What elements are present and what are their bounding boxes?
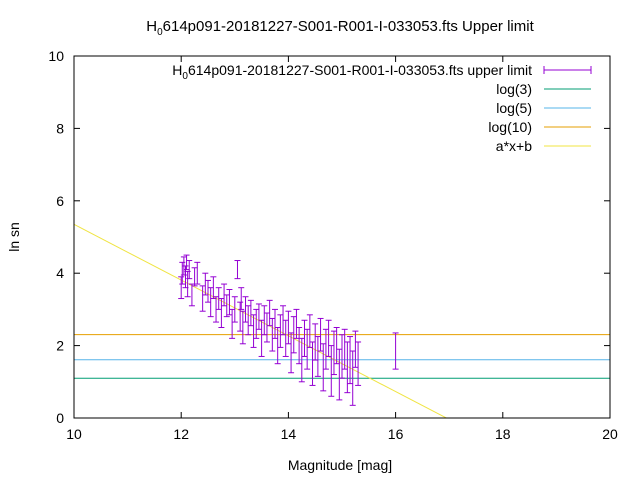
data-point xyxy=(239,310,246,345)
y-tick-label: 0 xyxy=(56,410,64,426)
data-point xyxy=(336,348,343,401)
data-point xyxy=(263,312,270,343)
data-point xyxy=(247,299,254,327)
y-tick-label: 4 xyxy=(56,265,64,281)
data-point xyxy=(250,314,257,348)
x-tick-label: 20 xyxy=(602,426,618,442)
y-tick-label: 2 xyxy=(56,338,64,354)
data-point xyxy=(207,287,214,318)
data-point xyxy=(178,276,185,300)
data-point xyxy=(320,343,327,392)
data-point xyxy=(285,310,292,345)
data-point xyxy=(237,301,244,332)
data-point xyxy=(333,327,340,365)
x-tick-label: 14 xyxy=(281,426,297,442)
data-point xyxy=(188,283,195,307)
data-point xyxy=(314,336,321,377)
data-point xyxy=(290,316,297,354)
legend-label: log(5) xyxy=(496,100,532,116)
data-point xyxy=(298,337,305,383)
data-point xyxy=(266,299,273,327)
data-point xyxy=(330,330,337,376)
legend-label: log(10) xyxy=(488,119,532,135)
data-point xyxy=(341,328,348,370)
data-point xyxy=(261,305,268,336)
data-point xyxy=(355,341,362,386)
legend-item: a*x+b xyxy=(496,138,591,154)
data-point xyxy=(258,319,265,357)
data-point xyxy=(199,285,206,312)
data-point xyxy=(317,317,324,352)
x-tick-label: 18 xyxy=(495,426,511,442)
data-point xyxy=(344,341,351,394)
data-point xyxy=(392,332,399,370)
data-point xyxy=(226,288,233,316)
data-point xyxy=(312,323,319,361)
data-point xyxy=(194,261,201,285)
data-point xyxy=(191,267,198,287)
legend-label: H0614p091-20181227-S001-R001-I-033053.ft… xyxy=(172,62,532,82)
y-tick-label: 8 xyxy=(56,120,64,136)
legend-label: log(3) xyxy=(496,81,532,97)
data-point xyxy=(229,308,236,339)
data-point xyxy=(349,350,356,406)
legend-item: log(10) xyxy=(488,119,591,135)
data-point xyxy=(242,296,249,323)
legend-item: log(5) xyxy=(496,100,591,116)
data-point xyxy=(231,296,238,323)
data-point xyxy=(339,334,345,379)
data-point xyxy=(352,330,359,368)
y-tick-label: 10 xyxy=(48,48,64,64)
legend-label: a*x+b xyxy=(496,138,532,154)
data-point xyxy=(205,279,211,303)
data-point xyxy=(255,303,262,330)
legend-item: log(3) xyxy=(496,81,591,97)
y-tick-label: 6 xyxy=(56,193,64,209)
data-point xyxy=(328,345,335,397)
data-point xyxy=(309,341,316,386)
y-axis-label: ln sn xyxy=(6,222,22,252)
data-point xyxy=(183,254,190,271)
data-point xyxy=(277,314,284,348)
x-tick-label: 16 xyxy=(388,426,404,442)
data-point xyxy=(322,328,329,370)
data-point xyxy=(301,319,308,357)
x-axis-label: Magnitude [mag] xyxy=(288,457,392,473)
x-tick-label: 10 xyxy=(66,426,82,442)
data-point xyxy=(202,272,209,296)
data-point xyxy=(238,287,245,310)
data-point xyxy=(253,308,260,339)
data-point xyxy=(186,260,193,280)
x-tick-label: 12 xyxy=(173,426,189,442)
data-point xyxy=(296,327,303,365)
data-point xyxy=(306,314,313,348)
data-point xyxy=(282,319,289,357)
legend-item: H0614p091-20181227-S001-R001-I-033053.ft… xyxy=(172,62,592,82)
data-point xyxy=(269,317,276,352)
data-point xyxy=(218,298,225,328)
data-point xyxy=(274,327,281,365)
data-point xyxy=(245,305,252,336)
data-point xyxy=(325,319,332,357)
data-point xyxy=(223,294,230,318)
plot-frame xyxy=(73,55,611,419)
chart-title: H0614p091-20181227-S001-R001-I-033053.ft… xyxy=(146,18,534,38)
data-point xyxy=(304,328,311,370)
data-point xyxy=(210,276,217,300)
data-point xyxy=(272,308,278,339)
data-point xyxy=(293,308,300,339)
data-point xyxy=(347,336,354,385)
data-point xyxy=(234,260,241,280)
